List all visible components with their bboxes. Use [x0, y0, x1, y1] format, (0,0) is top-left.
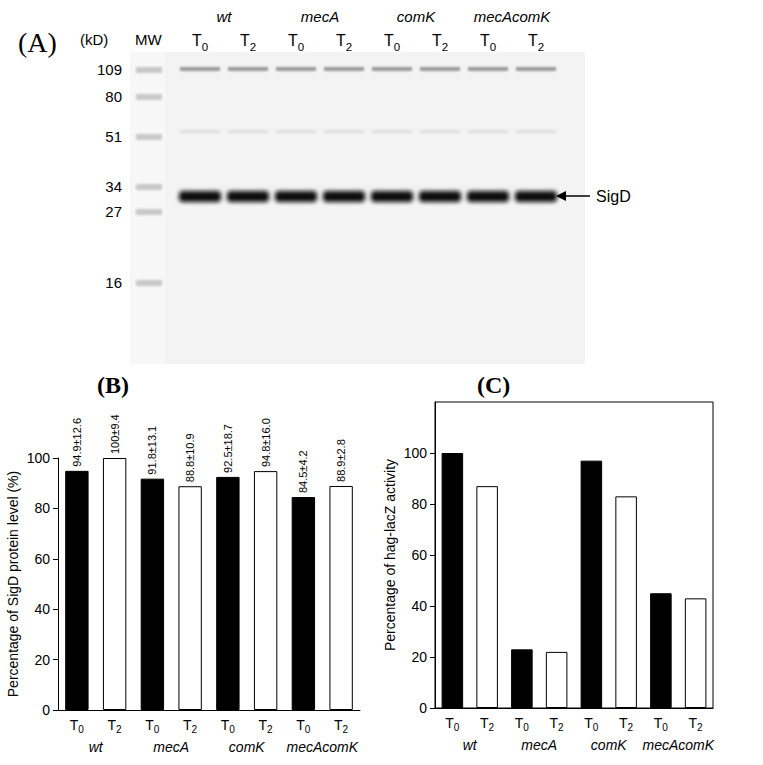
- svg-text:comK: comK: [591, 737, 627, 753]
- svg-text:comK: comK: [397, 8, 436, 25]
- svg-text:0: 0: [523, 722, 529, 733]
- svg-text:100±9.4: 100±9.4: [109, 414, 121, 454]
- svg-text:T: T: [220, 717, 230, 733]
- svg-text:16: 16: [105, 274, 122, 291]
- svg-text:T0: T0: [288, 32, 304, 53]
- svg-text:0: 0: [154, 724, 160, 735]
- svg-text:84.5±4.2: 84.5±4.2: [297, 450, 309, 493]
- svg-text:MW: MW: [135, 31, 162, 48]
- svg-text:(A): (A): [18, 27, 57, 58]
- svg-text:2: 2: [558, 722, 564, 733]
- svg-text:T: T: [296, 717, 305, 733]
- svg-text:T0: T0: [384, 32, 400, 53]
- svg-text:mecA: mecA: [521, 737, 557, 753]
- svg-text:wt: wt: [217, 8, 233, 25]
- svg-text:SigD: SigD: [596, 188, 631, 205]
- svg-text:88.8±10.9: 88.8±10.9: [184, 433, 196, 482]
- svg-text:mecA: mecA: [301, 8, 339, 25]
- svg-text:0: 0: [454, 722, 460, 733]
- svg-text:T2: T2: [240, 32, 256, 53]
- svg-text:(C): (C): [477, 372, 510, 398]
- svg-text:T: T: [334, 717, 343, 733]
- svg-text:27: 27: [105, 203, 122, 220]
- svg-text:94.9±12.6: 94.9±12.6: [71, 418, 83, 467]
- svg-text:60: 60: [34, 551, 50, 567]
- svg-text:T: T: [619, 715, 628, 731]
- svg-text:T0: T0: [480, 32, 496, 53]
- svg-text:0: 0: [78, 724, 84, 735]
- svg-text:88.9±2.8: 88.9±2.8: [335, 439, 347, 482]
- svg-text:wt: wt: [89, 739, 104, 755]
- svg-text:91.8±13.1: 91.8±13.1: [146, 426, 158, 475]
- svg-text:T2: T2: [336, 32, 352, 53]
- svg-text:2: 2: [628, 722, 634, 733]
- svg-text:T: T: [514, 715, 524, 731]
- svg-text:2: 2: [192, 724, 198, 735]
- svg-text:mecAcomK: mecAcomK: [474, 8, 552, 25]
- svg-text:T: T: [688, 715, 698, 731]
- svg-text:100: 100: [404, 445, 428, 461]
- svg-text:80: 80: [34, 500, 50, 516]
- svg-text:wt: wt: [463, 737, 478, 753]
- svg-text:0: 0: [305, 724, 311, 735]
- svg-text:2: 2: [489, 722, 495, 733]
- svg-text:T: T: [549, 715, 559, 731]
- svg-text:(B): (B): [97, 372, 129, 398]
- svg-text:40: 40: [34, 601, 50, 617]
- svg-text:0: 0: [42, 702, 50, 718]
- svg-text:20: 20: [411, 649, 427, 665]
- svg-text:T: T: [69, 717, 79, 733]
- svg-text:comK: comK: [229, 739, 265, 755]
- svg-text:2: 2: [116, 724, 122, 735]
- svg-text:T: T: [584, 715, 593, 731]
- svg-text:mecAcomK: mecAcomK: [642, 737, 714, 753]
- svg-text:mecAcomK: mecAcomK: [286, 739, 358, 755]
- svg-text:0: 0: [662, 722, 668, 733]
- svg-text:92.5±18.7: 92.5±18.7: [222, 424, 234, 473]
- svg-text:94.8±16.0: 94.8±16.0: [260, 418, 272, 467]
- svg-text:T: T: [445, 715, 454, 731]
- svg-text:2: 2: [267, 724, 273, 735]
- svg-text:T: T: [653, 715, 663, 731]
- svg-text:100: 100: [27, 450, 51, 466]
- svg-text:mecA: mecA: [153, 739, 189, 755]
- svg-text:0: 0: [593, 722, 599, 733]
- svg-text:T2: T2: [432, 32, 448, 53]
- svg-text:T2: T2: [528, 32, 544, 53]
- svg-text:80: 80: [105, 88, 122, 105]
- svg-text:T0: T0: [192, 32, 208, 53]
- svg-text:2: 2: [697, 722, 703, 733]
- svg-text:2: 2: [343, 724, 349, 735]
- svg-text:34: 34: [105, 178, 122, 195]
- svg-text:T: T: [145, 717, 154, 733]
- svg-text:T: T: [480, 715, 489, 731]
- svg-text:T: T: [183, 717, 192, 733]
- svg-text:20: 20: [34, 652, 50, 668]
- svg-text:51: 51: [105, 128, 122, 145]
- svg-text:Percentage of SigD protein lev: Percentage of SigD protein level (%): [5, 471, 21, 697]
- svg-text:T: T: [258, 717, 268, 733]
- svg-text:(kD): (kD): [80, 31, 108, 48]
- svg-text:0: 0: [419, 700, 427, 716]
- svg-text:80: 80: [411, 496, 427, 512]
- svg-text:T: T: [107, 717, 117, 733]
- svg-text:40: 40: [411, 598, 427, 614]
- svg-text:Percentage of hag-lacZ activit: Percentage of hag-lacZ activity: [382, 459, 398, 651]
- svg-text:60: 60: [411, 547, 427, 563]
- svg-text:109: 109: [97, 61, 122, 78]
- svg-text:0: 0: [229, 724, 235, 735]
